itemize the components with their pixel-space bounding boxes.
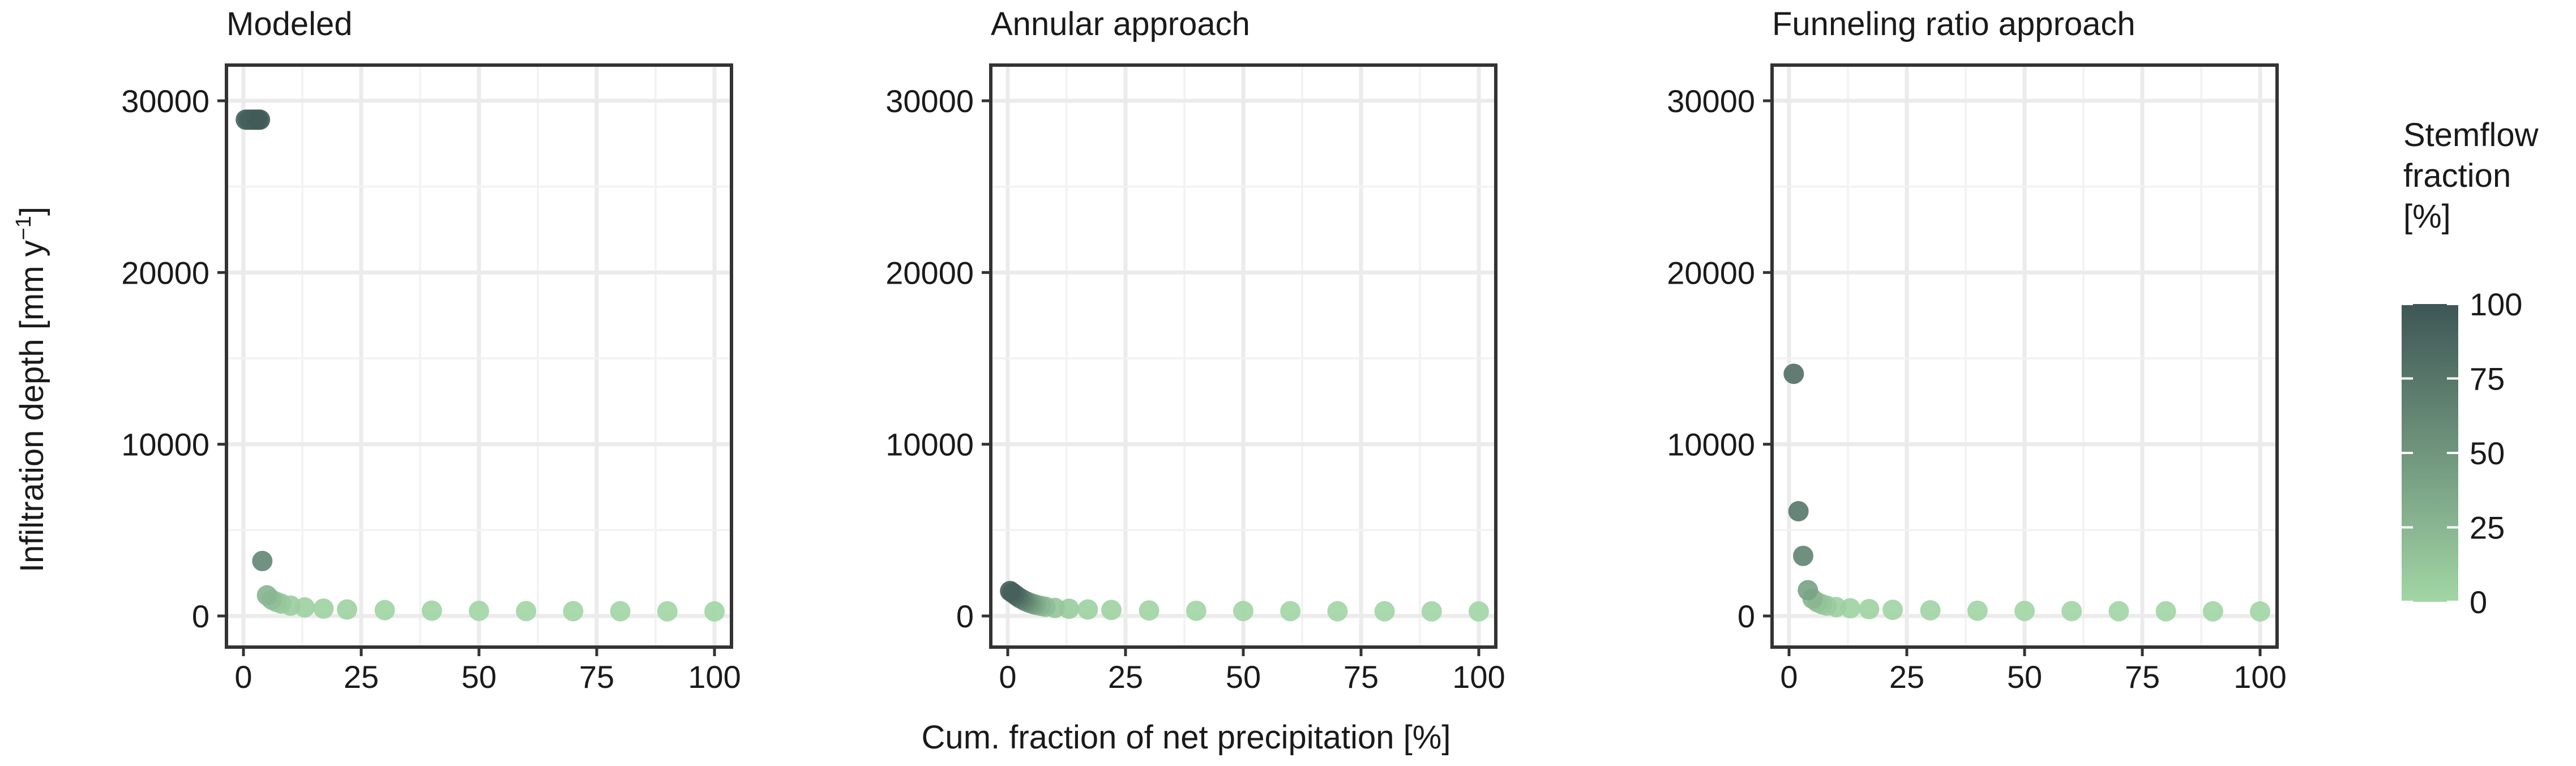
y-axis-label: Infiltration depth [mm y−1] [12, 207, 50, 572]
points [1783, 363, 2270, 622]
y-tick-label: 0 [1738, 598, 1755, 634]
colorbar-ticks: 0 25 50 75 100 [2402, 286, 2522, 620]
legend-title-line-3: [%] [2403, 198, 2451, 235]
panel-3: Funneling ratio approach 0 10000 20000 30000… [1667, 6, 2286, 695]
data-point [2061, 601, 2082, 622]
data-point [256, 585, 277, 606]
data-point [1882, 600, 1903, 620]
grid [226, 65, 731, 647]
data-point [704, 601, 725, 622]
legend: Stemflow fraction [%] 0 25 50 75 100 [2402, 117, 2539, 620]
y-tick-label: 10000 [121, 427, 209, 463]
data-point [657, 601, 678, 622]
x-axis-label: Cum. fraction of net precipitation [%] [922, 719, 1451, 756]
data-point [1792, 545, 1813, 566]
x-tick-label: 0 [1780, 659, 1798, 695]
x-tick-label: 50 [1226, 659, 1261, 695]
data-point [1967, 600, 1988, 621]
data-point [1920, 600, 1941, 620]
x-tick-label: 50 [461, 659, 497, 695]
x-tick-label: 100 [2233, 659, 2286, 695]
x-tick-label: 50 [2007, 659, 2042, 695]
y-tick-label: 10000 [885, 427, 974, 463]
panel-title: Funneling ratio approach [1772, 6, 2136, 42]
grid [991, 65, 1496, 647]
colorbar-tick-label: 0 [2470, 584, 2487, 620]
data-point [337, 599, 358, 620]
x-tick-label: 0 [234, 659, 252, 695]
data-point [1374, 601, 1395, 622]
data-point [421, 600, 442, 621]
data-point [469, 601, 489, 622]
data-point [1280, 601, 1301, 622]
data-point [1139, 600, 1159, 621]
data-point [2250, 601, 2270, 622]
data-point [610, 601, 631, 622]
y-tick-label: 20000 [885, 255, 974, 290]
colorbar-tick-label: 100 [2470, 286, 2522, 322]
data-point [1233, 601, 1253, 622]
x-tick-label: 75 [579, 659, 614, 695]
panel-2: Annular approach 0 10000 20000 30000 0 25 50 75 1… [885, 6, 1505, 695]
y-tick-label: 10000 [1667, 427, 1755, 463]
colorbar-tick-label: 50 [2470, 435, 2505, 471]
data-point [252, 550, 273, 571]
x-tick-label: 25 [1889, 659, 1924, 695]
data-point [1000, 581, 1021, 602]
y-tick-label: 20000 [121, 255, 209, 290]
legend-title-line-2: fraction [2403, 157, 2511, 194]
data-point [2202, 601, 2223, 622]
x-tick-label: 100 [1452, 659, 1505, 695]
points [1000, 581, 1489, 622]
data-point [1469, 601, 1489, 622]
y-tick-label: 30000 [121, 83, 209, 119]
data-point [1077, 599, 1098, 620]
data-point [1798, 580, 1818, 601]
legend-title-line-1: Stemflow [2403, 117, 2539, 153]
points [236, 109, 725, 622]
data-point [1783, 363, 1804, 384]
y-tick-label: 30000 [885, 83, 974, 119]
panel-title: Modeled [226, 6, 352, 42]
data-point [516, 601, 537, 622]
data-point [1788, 500, 1809, 521]
x-tick-label: 75 [2125, 659, 2160, 695]
data-point [1859, 598, 1880, 619]
colorbar-tick-label: 25 [2470, 510, 2505, 546]
data-point [2108, 601, 2129, 622]
data-point [1327, 601, 1348, 622]
data-point [1186, 600, 1206, 621]
y-tick-label: 0 [956, 598, 974, 634]
y-tick-label: 30000 [1667, 83, 1755, 119]
x-tick-label: 25 [344, 659, 379, 695]
y-tick-label: 20000 [1667, 255, 1755, 290]
data-point [1101, 600, 1122, 620]
x-tick-label: 25 [1108, 659, 1143, 695]
x-tick-label: 75 [1343, 659, 1379, 695]
data-point [1421, 601, 1442, 622]
data-point [563, 601, 584, 622]
data-point [374, 600, 395, 620]
data-point [250, 109, 271, 130]
x-tick-label: 100 [688, 659, 741, 695]
x-tick-label: 0 [999, 659, 1016, 695]
data-point [313, 598, 334, 619]
panel-1: Modeled 0 10000 20000 30000 0 25 50 75 100 [121, 6, 741, 695]
panel-title: Annular approach [991, 6, 1250, 42]
grid [1772, 65, 2277, 647]
colorbar-tick-label: 75 [2470, 361, 2505, 397]
y-tick-label: 0 [192, 598, 209, 634]
data-point [2014, 601, 2035, 622]
data-point [2155, 601, 2176, 622]
